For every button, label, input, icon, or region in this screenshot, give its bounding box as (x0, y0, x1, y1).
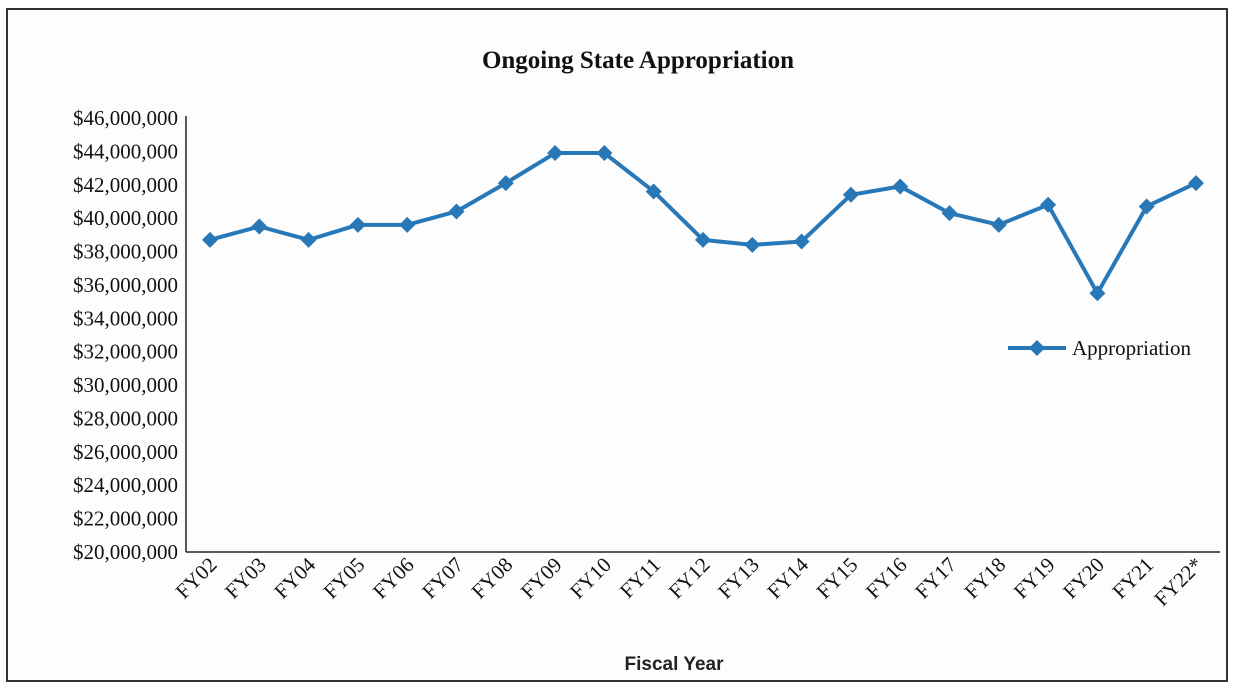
legend-label-appropriation: Appropriation (1072, 336, 1191, 360)
x-tick-label: FY22* (1149, 553, 1207, 611)
y-tick-label: $42,000,000 (73, 173, 178, 197)
x-tick-label: FY08 (467, 553, 518, 604)
y-tick-label: $44,000,000 (73, 139, 178, 163)
x-tick-label: FY14 (762, 552, 813, 603)
x-tick-label: FY05 (319, 553, 370, 604)
x-tick-label: FY11 (615, 553, 665, 603)
data-point-marker (941, 205, 958, 222)
x-tick-label: FY13 (713, 553, 764, 604)
y-tick-label: $36,000,000 (73, 273, 178, 297)
data-point-marker (596, 145, 613, 162)
y-tick-label: $40,000,000 (73, 206, 178, 230)
x-tick-label: FY18 (960, 553, 1011, 604)
data-point-marker (892, 178, 909, 195)
y-tick-label: $20,000,000 (73, 540, 178, 564)
data-point-marker (251, 218, 268, 235)
series-appropriation (202, 145, 1204, 302)
chart-frame: Ongoing State Appropriation $20,000,000 $… (6, 8, 1228, 682)
x-axis-label: Fiscal Year (625, 654, 725, 675)
y-tick-label: $24,000,000 (73, 473, 178, 497)
chart-title: Ongoing State Appropriation (482, 47, 794, 74)
legend-swatch-marker (1029, 340, 1045, 356)
x-tick-label: FY17 (910, 553, 961, 604)
data-point-marker (645, 183, 662, 200)
x-tick-label: FY16 (861, 553, 912, 604)
data-point-marker (842, 186, 859, 203)
data-point-marker (1138, 198, 1155, 215)
data-point-marker (1040, 196, 1057, 213)
data-point-marker (1089, 285, 1106, 302)
y-axis-ticks: $20,000,000 $22,000,000 $24,000,000 $26,000… (73, 106, 178, 564)
y-tick-label: $28,000,000 (73, 406, 178, 430)
x-tick-label: FY09 (516, 553, 567, 604)
x-tick-label: FY10 (565, 553, 616, 604)
data-point-marker (793, 233, 810, 250)
data-point-marker (744, 236, 761, 253)
y-tick-label: $30,000,000 (73, 373, 178, 397)
x-tick-label: FY20 (1058, 553, 1109, 604)
data-point-marker (695, 231, 711, 248)
line-chart: Ongoing State Appropriation $20,000,000$… (73, 47, 1220, 675)
x-tick-label: FY19 (1009, 553, 1060, 604)
data-point-marker (448, 203, 465, 220)
y-tick-label: $32,000,000 (73, 340, 178, 364)
y-tick-label: $22,000,000 (73, 507, 178, 531)
x-tick-label: FY04 (269, 552, 320, 603)
y-tick-label: $34,000,000 (73, 306, 178, 330)
y-tick-label: $46,000,000 (73, 106, 178, 130)
data-point-marker (497, 175, 514, 192)
data-point-marker (399, 216, 416, 233)
data-point-marker (300, 231, 317, 248)
legend: Appropriation (1008, 336, 1191, 360)
data-point-marker (990, 216, 1007, 233)
x-tick-label: FY06 (368, 553, 419, 604)
data-point-marker (202, 231, 218, 248)
data-point-marker (547, 145, 564, 162)
x-tick-label: FY12 (664, 553, 715, 604)
x-tick-label: FY02 (171, 553, 222, 604)
data-point-marker (349, 216, 366, 233)
y-tick-label: $26,000,000 (73, 440, 178, 464)
data-point-marker (1188, 175, 1204, 192)
y-tick-label: $38,000,000 (73, 240, 178, 264)
x-tick-label: FY07 (417, 553, 468, 604)
x-tick-label: FY15 (812, 553, 863, 604)
x-tick-label: FY03 (220, 553, 271, 604)
